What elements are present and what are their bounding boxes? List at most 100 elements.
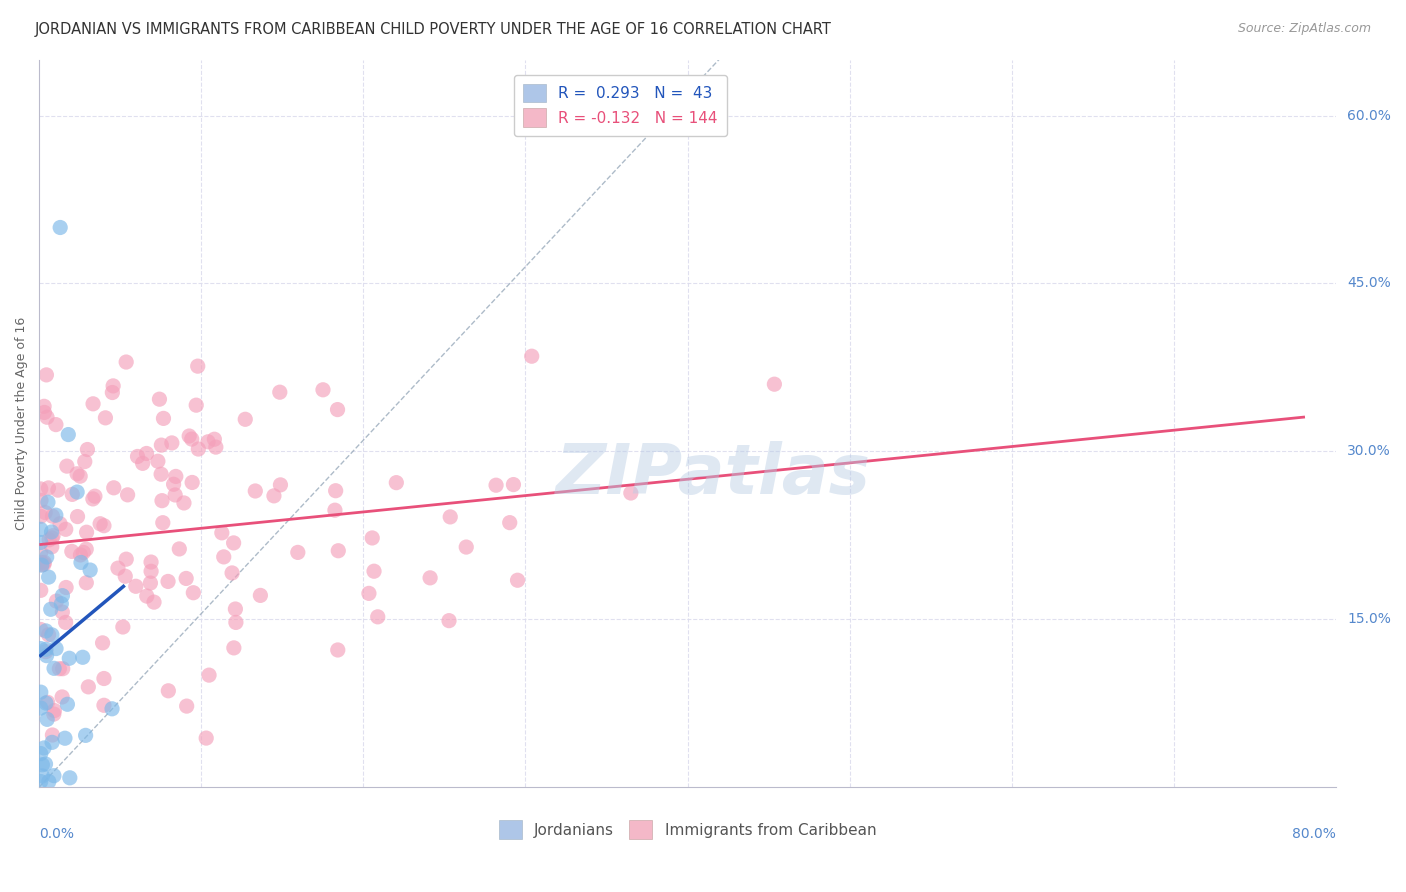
Point [101, 702, 124, 716]
Point [79, 563, 101, 577]
Point [91, 636, 114, 650]
Point [328, 543, 350, 558]
Point [101, 379, 124, 393]
Point [499, 516, 522, 530]
Point [162, 477, 184, 491]
Point [222, 536, 245, 550]
Point [66, 509, 89, 524]
Point [42, 529, 65, 543]
Point [45, 417, 67, 432]
Point [48, 662, 70, 676]
Point [363, 564, 385, 578]
Point [70, 556, 93, 570]
Point [174, 571, 197, 585]
Point [139, 576, 162, 591]
Point [385, 475, 408, 490]
Point [34, 756, 56, 771]
Point [212, 549, 235, 564]
Point [222, 640, 245, 655]
Point [186, 398, 208, 412]
Point [45, 508, 67, 523]
Point [117, 488, 139, 502]
Point [131, 456, 153, 470]
Point [32, 557, 55, 571]
Point [269, 385, 291, 400]
Point [93, 672, 115, 686]
Point [30, 493, 52, 508]
Text: 0.0%: 0.0% [39, 827, 75, 841]
Point [221, 566, 243, 580]
Point [361, 531, 384, 545]
Point [56, 459, 79, 474]
Point [157, 574, 180, 589]
Text: Source: ZipAtlas.com: Source: ZipAtlas.com [1237, 22, 1371, 36]
Point [419, 571, 441, 585]
Text: 15.0%: 15.0% [1347, 612, 1391, 626]
Point [30, 685, 52, 699]
Point [93, 518, 115, 533]
Point [35, 624, 58, 638]
Point [41, 728, 63, 742]
Point [55, 581, 77, 595]
Point [183, 585, 205, 599]
Point [30, 509, 52, 524]
Point [245, 483, 267, 498]
Point [325, 483, 347, 498]
Point [150, 438, 173, 452]
Point [148, 392, 170, 407]
Point [83, 489, 105, 503]
Point [89, 516, 111, 531]
Point [69, 469, 91, 483]
Point [31, 558, 53, 572]
Point [125, 579, 148, 593]
Point [60, 544, 83, 558]
Point [38, 570, 60, 584]
Point [211, 525, 233, 540]
Point [41, 509, 63, 524]
Text: 45.0%: 45.0% [1347, 277, 1391, 291]
Point [30, 482, 52, 496]
Point [157, 683, 180, 698]
Point [51, 597, 73, 611]
Point [41, 531, 63, 545]
Point [225, 615, 247, 630]
Point [150, 467, 173, 482]
Point [439, 509, 461, 524]
Point [165, 469, 187, 483]
Text: ZIPatlas: ZIPatlas [555, 441, 870, 508]
Point [38, 628, 60, 642]
Y-axis label: Child Poverty Under the Age of 16: Child Poverty Under the Age of 16 [15, 317, 28, 530]
Point [41, 628, 63, 642]
Point [60, 487, 83, 501]
Point [42, 707, 65, 722]
Point [35, 648, 58, 663]
Point [34, 405, 56, 419]
Point [72, 650, 94, 665]
Point [82, 491, 104, 506]
Point [326, 402, 349, 417]
Point [197, 434, 219, 449]
Point [506, 573, 529, 587]
Point [224, 602, 246, 616]
Point [37, 495, 59, 509]
Point [115, 355, 138, 369]
Point [41, 735, 63, 749]
Point [51, 690, 73, 704]
Point [127, 450, 149, 464]
Text: 30.0%: 30.0% [1347, 444, 1391, 458]
Point [502, 477, 524, 491]
Point [111, 620, 134, 634]
Point [44, 704, 66, 718]
Point [51, 605, 73, 619]
Point [58, 427, 80, 442]
Point [73, 454, 96, 468]
Point [30, 522, 52, 536]
Point [46, 483, 69, 497]
Point [763, 377, 786, 392]
Legend: Jordanians, Immigrants from Caribbean: Jordanians, Immigrants from Caribbean [494, 814, 882, 845]
Point [35, 696, 58, 710]
Point [75, 575, 97, 590]
Point [39, 602, 62, 616]
Point [69, 548, 91, 562]
Point [42, 661, 65, 675]
